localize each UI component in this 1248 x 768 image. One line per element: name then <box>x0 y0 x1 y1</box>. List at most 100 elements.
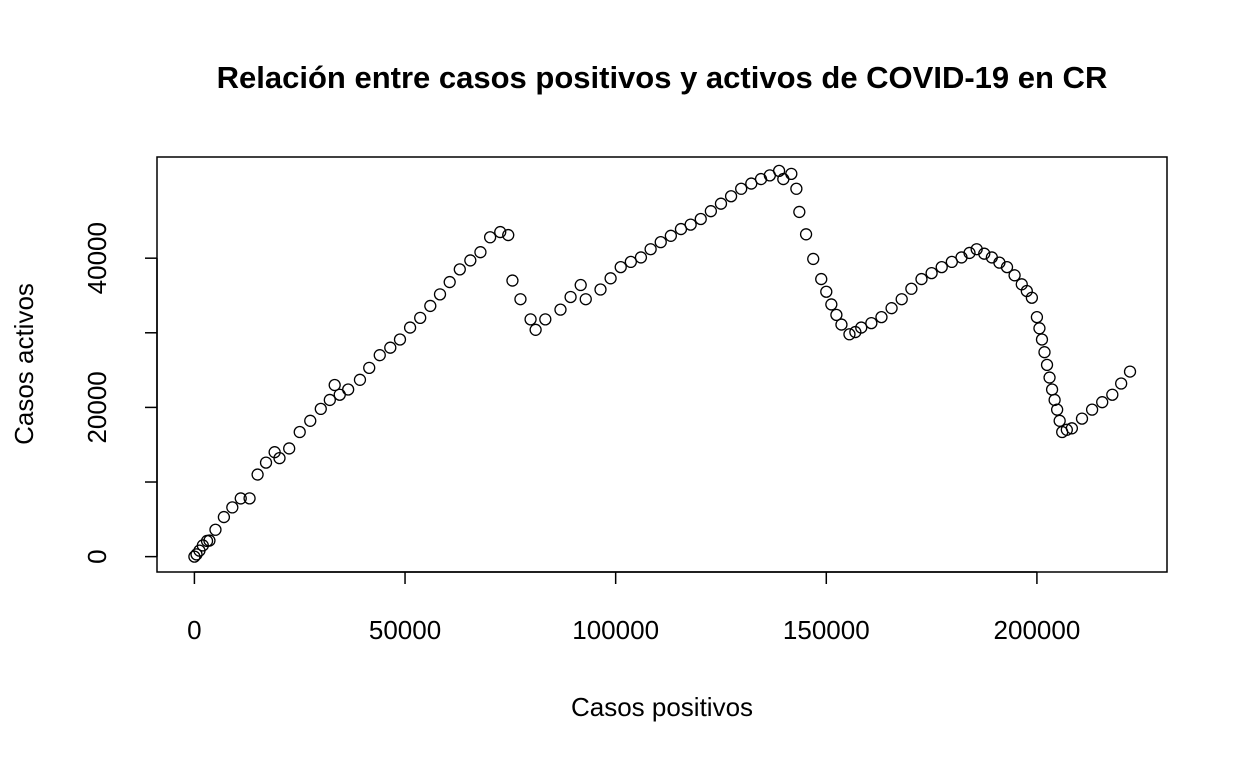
point <box>634 251 648 264</box>
point <box>483 231 497 244</box>
point <box>234 492 247 505</box>
point <box>1035 333 1049 346</box>
point <box>209 523 222 536</box>
point <box>259 456 273 469</box>
point <box>793 205 806 219</box>
x-tick-label: 100000 <box>572 615 659 645</box>
point <box>1085 403 1099 416</box>
point <box>935 260 948 274</box>
point <box>614 260 627 274</box>
point <box>554 303 567 316</box>
point <box>304 414 317 427</box>
y-tick-label: 0 <box>82 549 112 563</box>
point <box>464 254 477 267</box>
point <box>506 274 519 287</box>
point <box>226 501 239 514</box>
point <box>1033 322 1046 335</box>
point <box>293 425 306 439</box>
point <box>1123 365 1137 378</box>
point <box>403 321 417 334</box>
point <box>644 243 657 256</box>
point <box>502 228 515 242</box>
point <box>799 228 813 241</box>
point <box>830 308 843 322</box>
point <box>443 275 456 289</box>
point <box>1038 346 1051 359</box>
point <box>539 313 552 326</box>
point <box>1045 383 1059 396</box>
point <box>963 246 976 260</box>
point <box>790 182 803 195</box>
chart-title: Relación entre casos positivos y activos… <box>217 60 1108 95</box>
point <box>283 442 296 455</box>
plot-frame <box>156 156 1168 573</box>
point <box>815 272 828 286</box>
point <box>1096 396 1109 409</box>
point <box>579 293 592 306</box>
point <box>825 298 838 311</box>
point <box>217 510 231 524</box>
point <box>724 190 738 203</box>
point <box>524 313 537 326</box>
point <box>314 402 327 416</box>
point <box>843 328 856 341</box>
point <box>604 272 617 285</box>
point <box>820 285 833 298</box>
point <box>905 282 918 295</box>
point <box>835 318 848 331</box>
point <box>925 266 938 280</box>
point <box>1065 422 1079 435</box>
point <box>1040 358 1054 372</box>
point <box>353 373 367 386</box>
point <box>393 333 407 346</box>
point <box>1008 269 1021 282</box>
x-tick-label: 0 <box>187 615 201 645</box>
point <box>1075 412 1089 425</box>
point <box>735 182 748 195</box>
point <box>654 235 667 249</box>
point <box>1060 423 1073 436</box>
y-tick-label: 20000 <box>82 371 112 443</box>
point <box>363 361 376 375</box>
point <box>684 218 697 231</box>
point <box>624 255 637 269</box>
x-tick-label: 50000 <box>369 615 441 645</box>
point <box>694 212 707 226</box>
point <box>328 378 341 392</box>
point <box>714 197 728 210</box>
point <box>333 388 346 401</box>
point <box>1053 414 1066 427</box>
point <box>1025 291 1039 304</box>
point <box>203 534 216 547</box>
point <box>664 229 677 242</box>
point <box>342 383 355 396</box>
point <box>785 167 798 181</box>
y-axis-label: Casos activos <box>9 283 39 445</box>
point <box>875 310 888 324</box>
point <box>414 311 427 325</box>
point <box>494 225 507 239</box>
point <box>1043 371 1056 384</box>
point <box>1000 260 1014 274</box>
point <box>594 283 607 296</box>
point <box>704 205 718 218</box>
point <box>453 263 466 276</box>
point <box>424 299 437 313</box>
point <box>529 323 542 336</box>
point <box>564 290 577 304</box>
point <box>373 349 386 362</box>
point <box>574 278 587 292</box>
point <box>885 302 898 315</box>
point <box>474 246 487 259</box>
y-tick-label: 40000 <box>82 222 112 294</box>
point <box>915 272 928 286</box>
point <box>514 293 527 306</box>
point <box>384 341 397 354</box>
point <box>273 451 286 465</box>
point <box>251 468 264 481</box>
point <box>243 492 256 505</box>
point <box>1106 388 1119 401</box>
x-tick-label: 150000 <box>783 615 870 645</box>
point <box>1050 403 1064 416</box>
